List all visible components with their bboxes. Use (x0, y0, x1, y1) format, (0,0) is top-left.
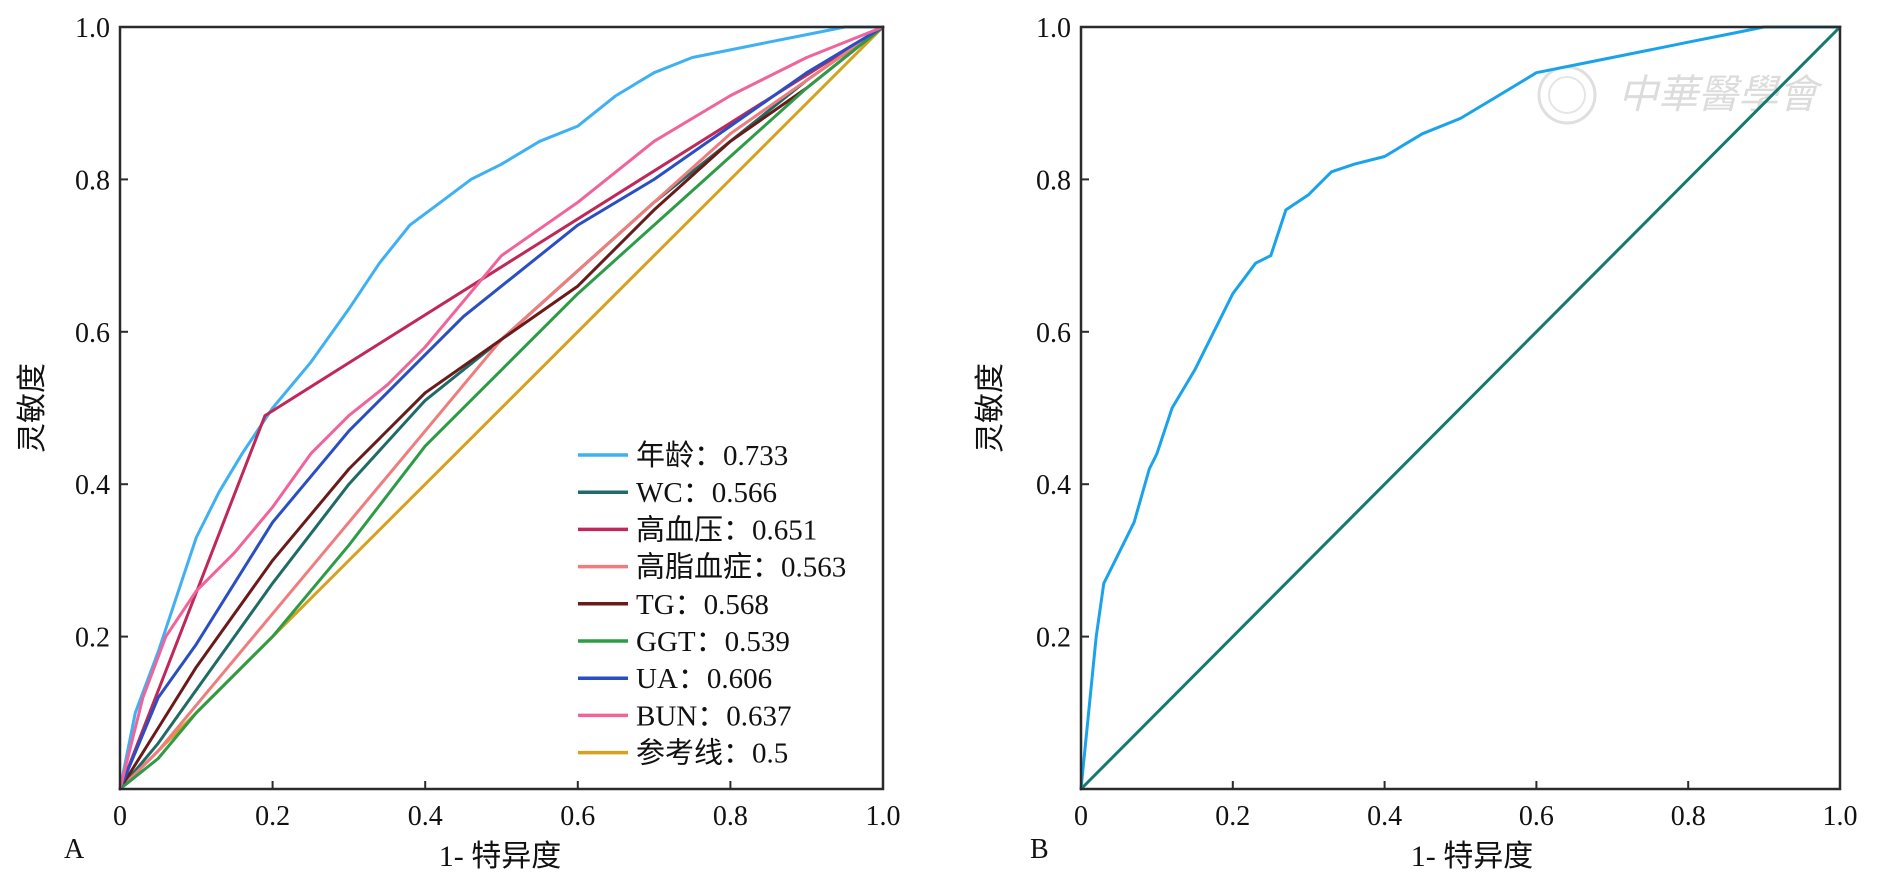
x-tick-label: 0.8 (1671, 801, 1706, 832)
x-tick-label: 0.2 (255, 801, 290, 832)
legend-label: BUN：0.637 (636, 700, 791, 732)
y-tick-label: 0.6 (75, 318, 110, 349)
y-tick-label: 1.0 (75, 13, 110, 44)
curves-b (1079, 25, 1842, 791)
watermark-seal-inner (1548, 76, 1586, 114)
roc-curve-b-0 (1079, 25, 1842, 791)
legend-label: 参考线：0.5 (636, 737, 788, 770)
watermark: 中華醫學會 (1537, 65, 1823, 125)
x-tick-label: 1.0 (866, 801, 901, 832)
x-tick-label: 0.6 (1519, 801, 1554, 832)
x-axis-label-b: 1- 特异度 (1411, 840, 1534, 873)
x-tick-label: 0.4 (408, 801, 443, 832)
x-tick-label: 1.0 (1823, 801, 1858, 832)
roc-curve-a-7 (118, 25, 885, 791)
roc-curve-a-5 (118, 25, 885, 791)
y-tick-label: 0.2 (1036, 623, 1071, 654)
x-tick-label: 0.2 (1215, 801, 1250, 832)
ticks-b: 0 0.2 0.4 0.6 0.8 1.0 0.2 0.4 0.6 0.8 1.0 (1036, 13, 1858, 832)
ticks-a: 0 0.2 0.4 0.6 0.8 1.0 0.2 0.4 0.6 0.8 1.0 (75, 13, 901, 832)
y-tick-label: 0.6 (1036, 318, 1071, 349)
y-tick-label: 0.4 (75, 470, 110, 501)
legend-label: UA：0.606 (636, 663, 772, 695)
legend-label: 高脂血症：0.563 (636, 551, 846, 584)
plot-frame-b (1079, 25, 1842, 791)
legend-label: TG：0.568 (636, 589, 769, 621)
x-axis-label-a: 1- 特异度 (439, 840, 562, 873)
x-tick-label: 0.8 (713, 801, 748, 832)
watermark-text: 中華醫學會 (1618, 72, 1823, 117)
y-tick-label: 0.8 (1036, 165, 1071, 196)
legend-a: 年龄：0.733 WC：0.566 高血压：0.651 高脂血症：0.563 TG：0.… (578, 439, 846, 770)
roc-curve-a-4 (118, 25, 885, 791)
y-tick-label: 0.8 (75, 165, 110, 196)
panel-label-a: A (64, 834, 85, 865)
x-tick-label: 0.4 (1367, 801, 1402, 832)
roc-curve-a-2 (118, 25, 885, 791)
roc-curve-a-0 (118, 25, 885, 791)
x-tick-label: 0.6 (560, 801, 595, 832)
plot-frame-a (118, 25, 885, 791)
roc-curve-a-6 (118, 25, 885, 791)
roc-curve-a-3 (118, 25, 885, 791)
y-axis-label-a: 灵敏度 (16, 363, 49, 453)
roc-chart-a: 0 0.2 0.4 0.6 0.8 1.0 0.2 0.4 0.6 0.8 1.0 灵敏度 1- 特… (16, 13, 901, 873)
legend-label: 年龄：0.733 (636, 439, 788, 472)
legend-label: WC：0.566 (636, 477, 777, 509)
y-tick-label: 1.0 (1036, 13, 1071, 44)
legend-label: GGT：0.539 (636, 626, 790, 658)
x-tick-label: 0 (1074, 801, 1088, 832)
roc-chart-b: 中華醫學會 0 0.2 0.4 0.6 0.8 1.0 0.2 0.4 0.6 0.8 1.0 灵敏… (974, 13, 1858, 873)
y-tick-label: 0.2 (75, 623, 110, 654)
y-tick-label: 0.4 (1036, 470, 1071, 501)
panel-label-b: B (1030, 834, 1049, 865)
legend-label: 高血压：0.651 (636, 513, 817, 546)
y-axis-label-b: 灵敏度 (974, 363, 1007, 453)
curves-a (118, 25, 885, 791)
x-tick-label: 0 (113, 801, 127, 832)
roc-curve-b-1 (1079, 25, 1842, 791)
watermark-seal-icon (1537, 65, 1597, 125)
